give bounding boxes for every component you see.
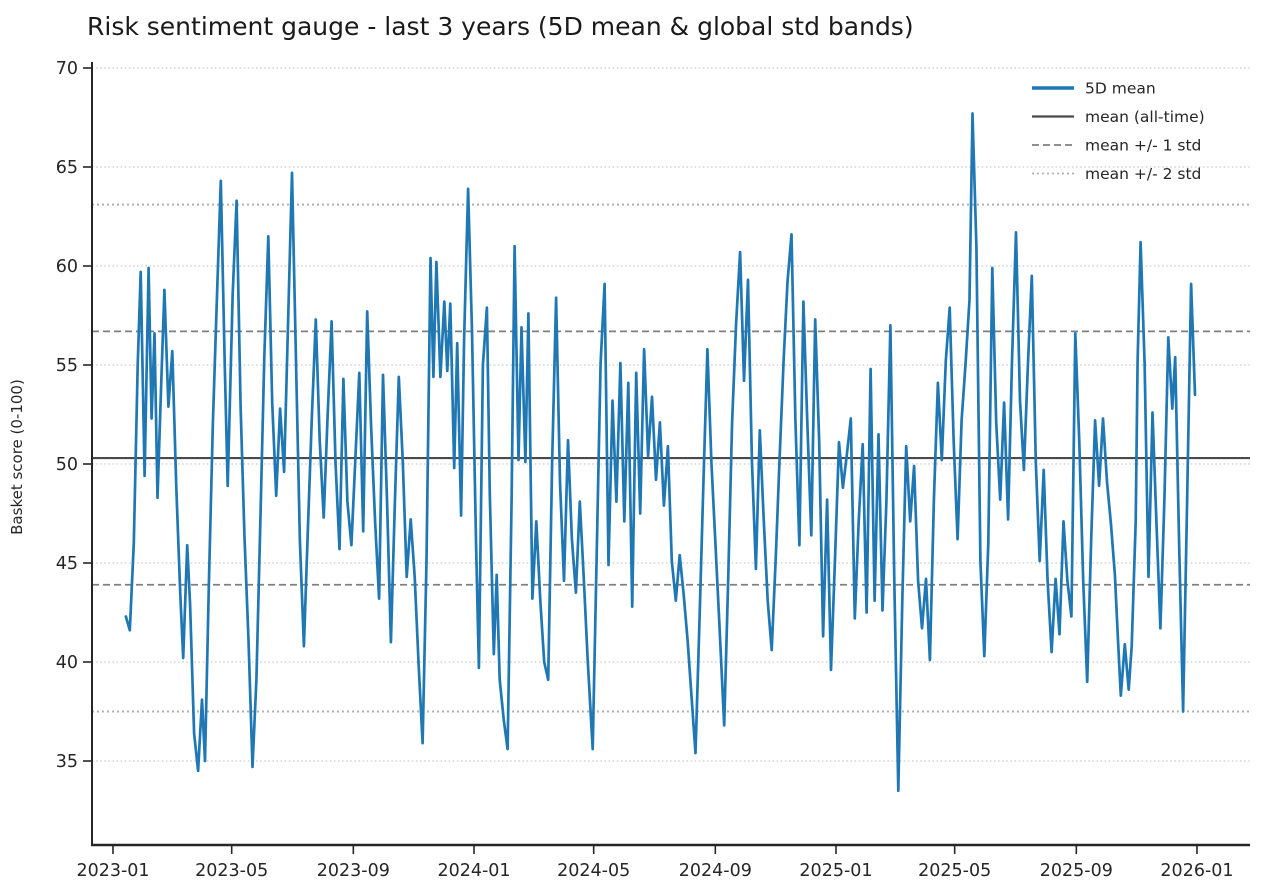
x-tick-label: 2023-05 [195, 861, 268, 881]
x-tick-label: 2025-01 [799, 861, 872, 881]
legend-label: mean +/- 1 std [1085, 137, 1201, 155]
y-tick-label: 45 [56, 554, 78, 574]
y-tick-label: 65 [56, 158, 78, 178]
y-axis: 35 40 45 50 55 60 65 70 [56, 59, 92, 772]
y-tick-label: 35 [56, 752, 78, 772]
legend-label: mean +/- 2 std [1085, 165, 1201, 183]
y-gridlines [92, 67, 1250, 762]
x-tick-label: 2025-09 [1040, 861, 1113, 881]
x-axis: 2023-01 2023-05 2023-09 2024-01 2024-05 2024-… [76, 845, 1234, 881]
legend-label: mean (all-time) [1085, 108, 1205, 126]
y-tick-label: 70 [56, 59, 78, 79]
y-tick-label: 50 [56, 455, 78, 475]
legend: 5D mean mean (all-time) mean +/- 1 std mean… [1032, 80, 1205, 183]
x-tick-label: 2025-05 [918, 861, 991, 881]
legend-label: 5D mean [1085, 80, 1156, 98]
x-tick-label: 2024-05 [557, 861, 630, 881]
chart-title: Risk sentiment gauge - last 3 years (5D … [87, 12, 914, 41]
y-tick-label: 40 [56, 653, 78, 673]
x-tick-label: 2023-01 [76, 861, 149, 881]
x-tick-label: 2024-09 [679, 861, 752, 881]
x-tick-label: 2024-01 [437, 861, 510, 881]
y-tick-label: 55 [56, 356, 78, 376]
y-tick-label: 60 [56, 257, 78, 277]
y-axis-label: Basket score (0-100) [8, 379, 26, 535]
x-tick-label: 2026-01 [1160, 861, 1233, 881]
series-5d-mean [124, 112, 1197, 793]
x-tick-label: 2023-09 [317, 861, 390, 881]
